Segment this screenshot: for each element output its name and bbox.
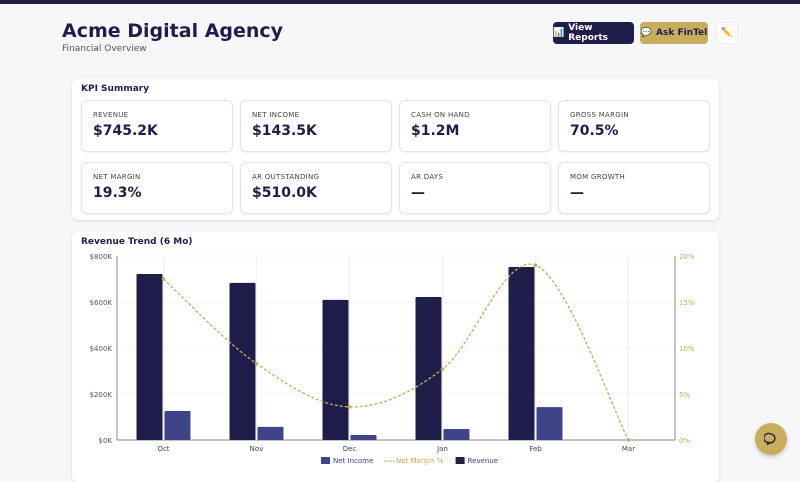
kpi-label: CASH ON HAND xyxy=(411,111,470,119)
page-subtitle: Financial Overview xyxy=(62,44,147,54)
net-margin-point[interactable] xyxy=(161,277,166,281)
view-reports-label: View Reports xyxy=(568,23,608,43)
legend-swatch xyxy=(321,457,330,464)
x-tick-label: Dec xyxy=(343,445,357,453)
kpi-tile-cash-on-hand: CASH ON HAND $1.2M xyxy=(399,100,551,152)
chat-fab-button[interactable] xyxy=(755,423,787,455)
legend-swatch xyxy=(455,457,465,464)
page-title: Acme Digital Agency xyxy=(62,20,284,42)
kpi-value: $745.2K xyxy=(93,123,158,139)
chat-bubble-icon: 💬 xyxy=(640,28,652,38)
x-tick-label: Oct xyxy=(157,445,169,453)
y2-tick-label: 15% xyxy=(679,299,695,307)
y2-tick-label: 20% xyxy=(679,253,695,261)
net-margin-point[interactable] xyxy=(626,438,631,442)
kpi-value: $1.2M xyxy=(411,123,460,139)
revenue-bar[interactable] xyxy=(508,267,535,440)
revenue-bar[interactable] xyxy=(136,273,163,440)
kpi-label: NET INCOME xyxy=(252,111,300,119)
y2-tick-label: 0% xyxy=(679,437,690,445)
revenue-bar[interactable] xyxy=(415,296,442,440)
y-tick-label: $0K xyxy=(99,437,113,445)
kpi-tile-ar-days: AR DAYS — xyxy=(399,162,551,214)
x-tick-label: Nov xyxy=(250,445,264,453)
net-margin-point[interactable] xyxy=(440,367,445,371)
net-income-bar[interactable] xyxy=(536,407,563,440)
edit-button[interactable]: ✏️ xyxy=(716,22,738,44)
legend-label[interactable]: Net Margin % xyxy=(396,457,444,465)
kpi-summary-title: KPI Summary xyxy=(81,84,150,94)
x-tick-label: Jan xyxy=(436,445,448,453)
net-margin-point[interactable] xyxy=(347,405,352,409)
kpi-tile-net-income: NET INCOME $143.5K xyxy=(240,100,392,152)
view-reports-button[interactable]: 📊 View Reports xyxy=(553,22,634,44)
kpi-value: 70.5% xyxy=(570,123,619,139)
net-income-bar[interactable] xyxy=(350,434,377,440)
net-income-bar[interactable] xyxy=(443,428,470,440)
net-margin-line xyxy=(163,263,630,441)
kpi-label: MOM GROWTH xyxy=(570,173,626,181)
revenue-trend-chart: $0K 0% $200K 5% $400K 10% $600K 15% $800K 20% Oct N… xyxy=(90,253,695,465)
kpi-label: NET MARGIN xyxy=(93,173,141,181)
legend-label[interactable]: Net Income xyxy=(333,457,373,465)
y-tick-label: $800K xyxy=(90,253,113,261)
chart-title: Revenue Trend (6 Mo) xyxy=(81,237,193,247)
kpi-summary-card: KPI Summary REVENUE $745.2K NET INCOME $143… xyxy=(72,79,719,220)
kpi-tile-revenue: REVENUE $745.2K xyxy=(81,100,233,152)
net-income-bar[interactable] xyxy=(164,411,191,440)
kpi-label: REVENUE xyxy=(93,111,129,119)
kpi-value: $510.0K xyxy=(252,185,317,201)
x-tick-label: Mar xyxy=(622,445,635,453)
x-tick-label: Feb xyxy=(529,445,542,453)
pencil-icon: ✏️ xyxy=(721,28,733,38)
kpi-tile-net-margin: NET MARGIN 19.3% xyxy=(81,162,233,214)
revenue-bar[interactable] xyxy=(322,299,349,440)
y-tick-label: $600K xyxy=(90,299,113,307)
y-tick-label: $400K xyxy=(90,345,113,353)
y-tick-label: $200K xyxy=(90,391,113,399)
kpi-label: AR DAYS xyxy=(411,173,444,181)
kpi-label: AR OUTSTANDING xyxy=(252,173,320,181)
y2-tick-label: 5% xyxy=(679,391,690,399)
ask-fintel-label: Ask FinTel xyxy=(656,28,708,38)
revenue-bar[interactable] xyxy=(229,282,256,440)
chart-icon: 📊 xyxy=(553,28,565,38)
kpi-tile-gross-margin: GROSS MARGIN 70.5% xyxy=(558,100,710,152)
net-margin-point[interactable] xyxy=(254,361,259,366)
net-margin-point[interactable] xyxy=(533,263,538,267)
chat-icon xyxy=(764,432,776,446)
kpi-value: — xyxy=(570,185,584,201)
kpi-tile-mom-growth: MOM GROWTH — xyxy=(558,162,710,214)
y2-tick-label: 10% xyxy=(679,345,695,353)
ask-fintel-button[interactable]: 💬 Ask FinTel xyxy=(640,22,708,44)
legend-label[interactable]: Revenue xyxy=(468,457,499,465)
kpi-label: GROSS MARGIN xyxy=(570,111,629,119)
kpi-value: — xyxy=(411,185,425,201)
kpi-tile-ar-outstanding: AR OUTSTANDING $510.0K xyxy=(240,162,392,214)
revenue-trend-card: Revenue Trend (6 Mo) $0K 0% $200K 5% $400K 10… xyxy=(72,232,719,482)
top-bar xyxy=(0,0,800,4)
kpi-value: $143.5K xyxy=(252,123,317,139)
net-income-bar[interactable] xyxy=(257,426,284,440)
kpi-value: 19.3% xyxy=(93,185,142,201)
